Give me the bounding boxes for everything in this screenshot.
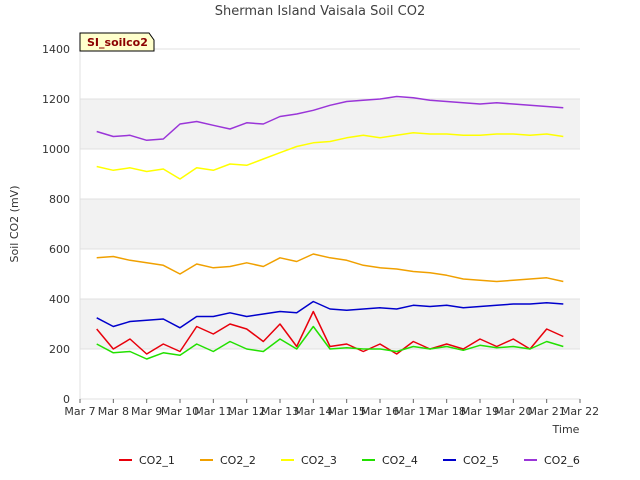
legend-label-5: CO2_6 [544, 454, 580, 467]
x-tick-label-0: Mar 7 [64, 405, 95, 418]
y-tick-label-6: 1200 [42, 93, 70, 106]
series-lines [96, 95, 564, 360]
y-tick-label-5: 1000 [42, 143, 70, 156]
series-line-co2-1 [96, 310, 564, 355]
x-tick-label-8: Mar 15 [328, 405, 366, 418]
series-line-co2-4 [96, 325, 564, 360]
series-line-co2-5 [96, 300, 564, 329]
dataset-badge: SI_soilco2 [79, 32, 155, 52]
x-tick-label-15: Mar 22 [561, 405, 599, 418]
band-5 [80, 99, 580, 149]
x-tick-label-6: Mar 13 [261, 405, 299, 418]
x-axis-label: Time [552, 423, 580, 436]
x-tick-label-12: Mar 19 [461, 405, 499, 418]
legend-label-2: CO2_3 [301, 454, 337, 467]
series-line-co2-6 [96, 95, 564, 142]
x-tick-label-9: Mar 16 [361, 405, 399, 418]
x-tick-label-1: Mar 8 [98, 405, 129, 418]
legend-label-1: CO2_2 [220, 454, 256, 467]
y-tick-label-4: 800 [49, 193, 70, 206]
band-1 [80, 299, 580, 349]
y-tick-label-1: 200 [49, 343, 70, 356]
x-tick-label-14: Mar 21 [528, 405, 566, 418]
x-tick-label-4: Mar 11 [194, 405, 232, 418]
badge-shape [79, 32, 155, 52]
legend-label-0: CO2_1 [139, 454, 175, 467]
y-tick-label-0: 0 [63, 393, 70, 406]
series-line-co2-3 [96, 132, 564, 180]
y-axis-label: Soil CO2 (mV) [8, 186, 21, 263]
legend: CO2_1 CO2_2 CO2_3 CO2_4 CO2_5 CO2_6 [119, 454, 580, 467]
chart-title: Sherman Island Vaisala Soil CO2 [215, 4, 425, 19]
x-tick-label-10: Mar 17 [394, 405, 432, 418]
x-tick-label-7: Mar 14 [294, 405, 332, 418]
x-tick-label-11: Mar 18 [428, 405, 466, 418]
badge-label: SI_soilco2 [87, 36, 148, 49]
band-3 [80, 199, 580, 249]
legend-label-4: CO2_5 [463, 454, 499, 467]
x-tick-label-13: Mar 20 [494, 405, 532, 418]
y-tick-label-3: 600 [49, 243, 70, 256]
x-tick-label-3: Mar 10 [161, 405, 199, 418]
background-bands [80, 49, 580, 399]
y-axis-ticks: 0 200 400 600 800 1000 1200 1400 [42, 43, 70, 406]
x-tick-label-2: Mar 9 [131, 405, 162, 418]
series-line-co2-2 [96, 253, 564, 283]
y-tick-label-7: 1400 [42, 43, 70, 56]
legend-label-3: CO2_4 [382, 454, 418, 467]
x-tick-label-5: Mar 12 [228, 405, 266, 418]
y-tick-label-2: 400 [49, 293, 70, 306]
